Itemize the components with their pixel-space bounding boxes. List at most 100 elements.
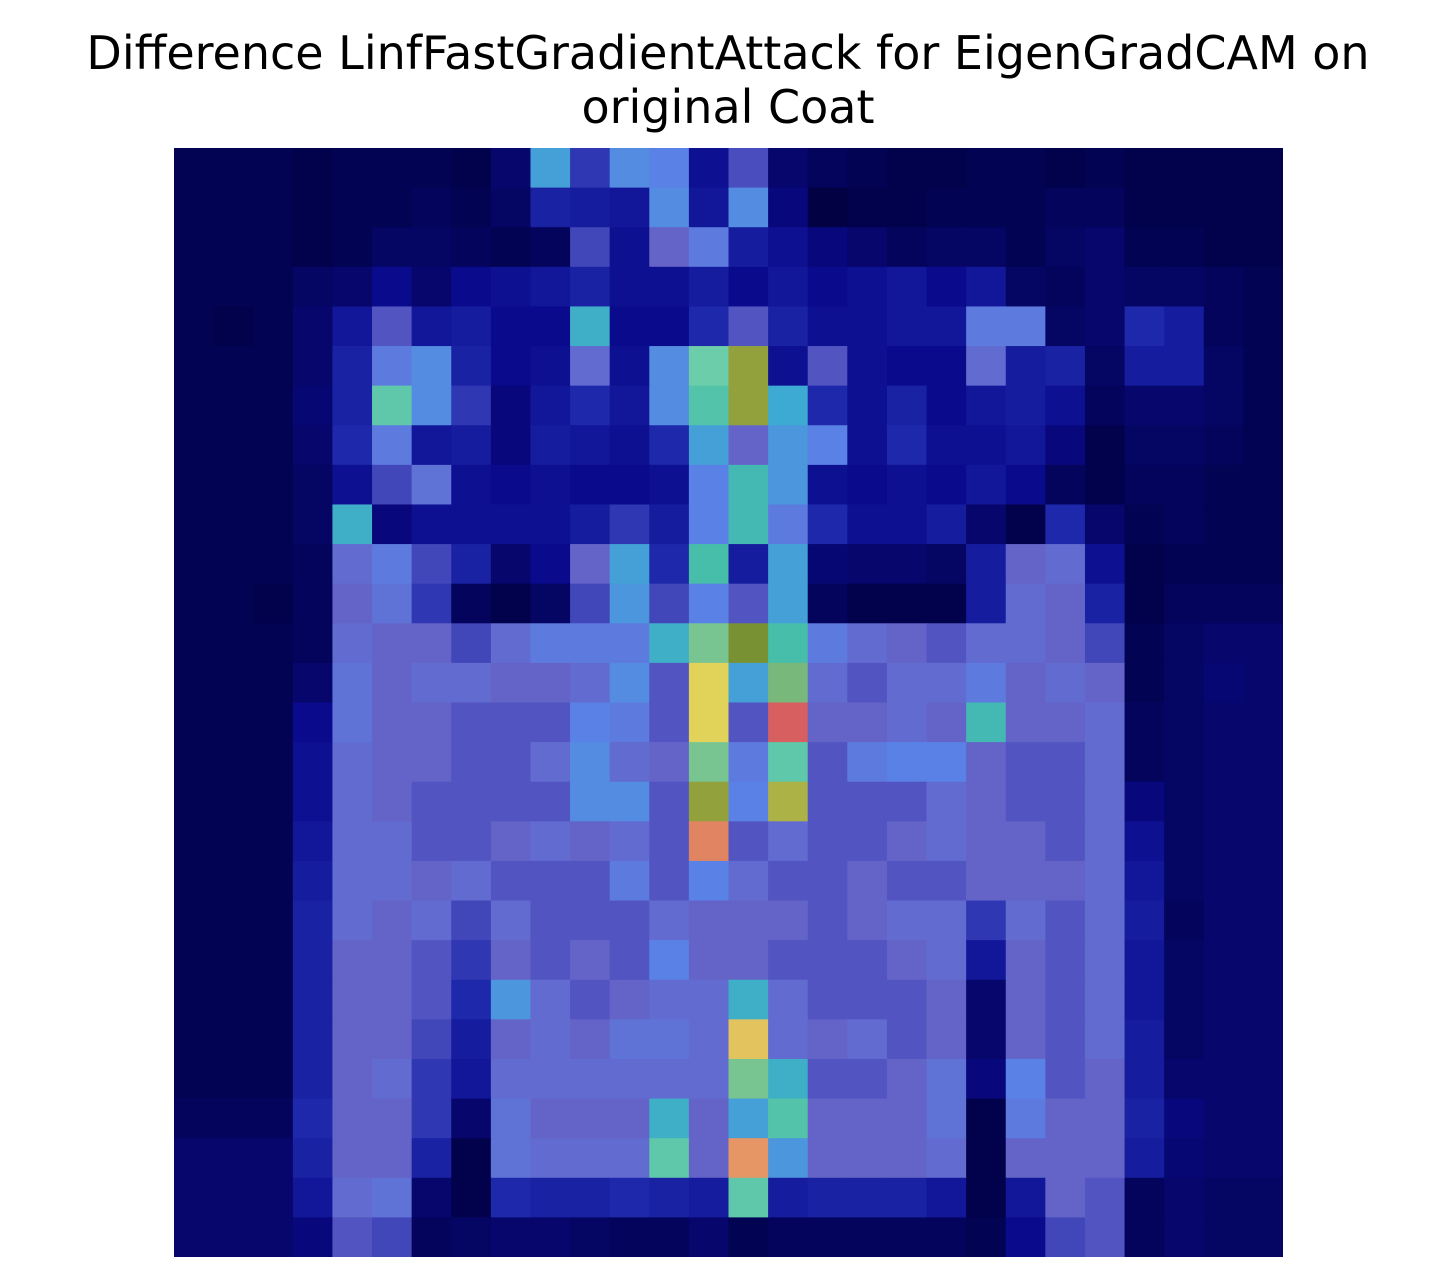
heatmap-cell [886,346,928,387]
heatmap-cell [1164,860,1205,902]
heatmap-cell [292,940,334,981]
heatmap-cell [451,227,492,268]
heatmap-cell [807,504,848,545]
heatmap-cell [1164,583,1205,624]
heatmap-cell [292,306,334,347]
heatmap-cell [1164,662,1205,704]
heatmap-cell [926,187,967,228]
heatmap-cell [292,900,334,941]
heatmap-cell [213,662,254,704]
heatmap-cell [1203,266,1244,308]
heatmap-cell [768,544,809,585]
heatmap-cell [451,662,492,704]
heatmap-cell [1164,1138,1205,1179]
heatmap-cell [807,227,848,268]
heatmap-cell [213,781,254,822]
heatmap-cell [1045,623,1086,664]
heatmap-cell [926,227,967,268]
heatmap-cell [807,544,848,585]
heatmap-cell [174,1019,215,1060]
heatmap-cell [1243,544,1283,585]
heatmap-cell [1243,979,1283,1020]
heatmap-cell [213,425,254,466]
heatmap-cell [411,346,452,387]
heatmap-cell [1084,623,1126,664]
heatmap-cell [728,306,769,347]
heatmap-cell [411,702,452,743]
heatmap-cell [688,504,730,545]
heatmap-cell [292,266,334,308]
heatmap-cell [174,306,215,347]
heatmap-cell [807,1138,848,1179]
heatmap-cell [292,781,334,822]
heatmap-cell [213,940,254,981]
heatmap-cell [253,227,294,268]
heatmap-cell [570,702,611,743]
heatmap-cell [332,781,373,822]
heatmap-cell [411,148,452,189]
heatmap-cell [1243,1177,1283,1218]
heatmap-cell [1124,1058,1165,1100]
heatmap-cell [1203,148,1244,189]
heatmap-cell [253,742,294,783]
heatmap-cell [530,1138,571,1179]
heatmap-cell [1084,266,1126,308]
heatmap-cell [886,306,928,347]
heatmap-cell [490,1019,532,1060]
heatmap-cell [847,1019,888,1060]
heatmap-cell [1005,781,1046,822]
heatmap-cell [926,425,967,466]
heatmap-cell [570,781,611,822]
heatmap-cell [688,702,730,743]
heatmap-cell [332,583,373,624]
heatmap-cell [213,860,254,902]
heatmap-cell [490,504,532,545]
heatmap-cell [1045,1177,1086,1218]
heatmap-cell [768,1058,809,1100]
heatmap-cell [490,662,532,704]
heatmap-cell [966,623,1007,664]
heatmap-cell [174,1177,215,1218]
heatmap-cell [768,821,809,862]
heatmap-cell [768,1177,809,1218]
heatmap-cell [1164,1177,1205,1218]
heatmap-cell [213,306,254,347]
heatmap-cell [332,900,373,941]
heatmap-cell [688,544,730,585]
heatmap-cell [609,900,650,941]
heatmap-cell [1243,1138,1283,1179]
heatmap-cell [1005,425,1046,466]
heatmap-cell [253,464,294,506]
heatmap-cell [1243,1098,1283,1139]
heatmap-svg [174,148,1283,1257]
heatmap-cell [253,940,294,981]
heatmap-cell [332,266,373,308]
heatmap-cell [688,1177,730,1218]
heatmap-cell [688,979,730,1020]
heatmap-cell [886,860,928,902]
heatmap-cell [1243,781,1283,822]
heatmap-cell [253,821,294,862]
heatmap-cell [1243,504,1283,545]
heatmap-cell [253,1098,294,1139]
heatmap-cell [688,1098,730,1139]
heatmap-cell [451,187,492,228]
heatmap-cell [847,781,888,822]
heatmap-cell [372,266,413,308]
heatmap-cell [451,860,492,902]
heatmap-cell [530,623,571,664]
heatmap-cell [926,781,967,822]
heatmap-cell [530,1177,571,1218]
heatmap-cell [1203,900,1244,941]
heatmap-cell [728,979,769,1020]
heatmap-cell [807,346,848,387]
heatmap-cell [649,187,690,228]
heatmap-cell [1164,148,1205,189]
heatmap-cell [649,544,690,585]
heatmap-cell [728,1217,769,1257]
heatmap-cell [807,821,848,862]
heatmap-cell [1005,623,1046,664]
heatmap-cell [1084,583,1126,624]
heatmap-cell [174,187,215,228]
heatmap-cell [1084,781,1126,822]
